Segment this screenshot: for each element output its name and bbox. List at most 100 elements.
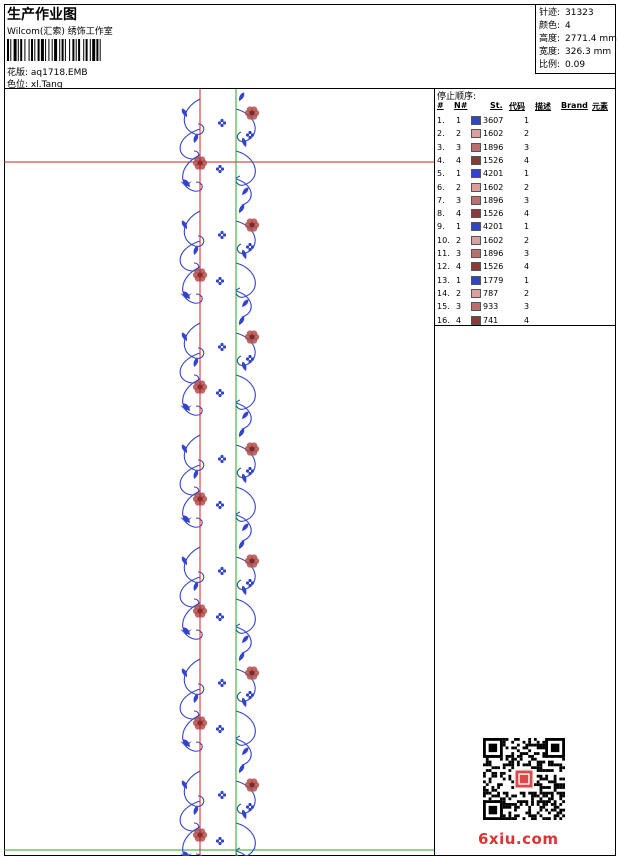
vine-scroll — [179, 658, 256, 766]
dot-cluster — [248, 247, 252, 252]
leaf-motif — [241, 585, 247, 595]
table-row: 9. 1 4201 1 — [435, 221, 616, 234]
row-index: 8. — [437, 209, 445, 219]
leaf-motif — [183, 403, 190, 411]
dot-cluster — [222, 345, 227, 349]
leaf-motif — [193, 245, 199, 255]
dot-cluster — [245, 245, 250, 249]
dot-cluster — [245, 581, 250, 585]
row-element: 1 — [524, 169, 530, 179]
leaf-motif — [193, 693, 199, 703]
design-label: 花版: — [7, 68, 29, 78]
dot-cluster — [215, 615, 220, 619]
row-needle: 4 — [456, 262, 462, 272]
leaf-motif — [181, 780, 188, 789]
row-index: 9. — [437, 222, 445, 232]
dot-cluster — [220, 615, 225, 619]
row-thread-code: 787 — [483, 288, 499, 298]
thread-color-swatch — [471, 169, 481, 179]
row-index: 15. — [437, 302, 450, 312]
dot-cluster — [220, 571, 224, 576]
stat-height: 高度: 2771.4 mm — [539, 34, 617, 44]
dot-cluster — [215, 279, 220, 283]
row-thread-code: 1526 — [483, 209, 504, 219]
row-thread-code: 1896 — [483, 195, 504, 205]
page-title: 生产作业图 — [7, 7, 77, 23]
row-element: 4 — [524, 262, 530, 272]
watermark-text: 6xiu.com — [478, 830, 559, 848]
table-row: 7. 3 1896 3 — [435, 195, 616, 208]
row-thread-code: 4201 — [483, 169, 504, 179]
row-needle: 1 — [456, 169, 462, 179]
leaf-motif — [181, 668, 188, 677]
row-needle: 3 — [456, 249, 462, 258]
row-needle: 4 — [456, 209, 462, 219]
leaf-motif — [241, 809, 247, 819]
tulip-motif — [180, 741, 192, 747]
thread-color-swatch — [471, 195, 481, 205]
row-index: 3. — [437, 142, 445, 152]
row-element: 2 — [524, 288, 530, 298]
leaf-motif — [181, 108, 188, 117]
dot-cluster — [215, 391, 220, 395]
row-index: 6. — [437, 182, 445, 192]
dot-cluster — [245, 133, 250, 137]
row-thread-code: 4201 — [483, 222, 504, 232]
dot-cluster — [215, 839, 220, 843]
dot-cluster — [218, 169, 222, 174]
row-element: 1 — [524, 222, 530, 232]
dot-cluster — [218, 393, 222, 398]
row-needle: 4 — [456, 315, 462, 325]
dot-cluster — [250, 133, 255, 137]
row-element: 4 — [524, 209, 530, 219]
dot-cluster — [222, 121, 227, 125]
header-left: 生产作业图 Wilcom(汇索) 绣饰工作室 花版: aq1718.EMB 色位… — [4, 4, 535, 90]
dot-cluster — [220, 839, 225, 843]
dot-cluster — [248, 135, 252, 140]
dot-cluster — [245, 693, 250, 697]
dot-cluster — [218, 500, 222, 505]
dot-cluster — [245, 357, 250, 361]
dot-cluster — [245, 805, 250, 809]
dot-cluster — [250, 469, 255, 473]
thread-color-swatch — [471, 288, 481, 298]
dot-cluster — [218, 164, 222, 169]
tulip-motif — [180, 293, 192, 299]
thread-color-swatch — [471, 302, 481, 312]
leaf-motif — [241, 249, 247, 259]
leaf-motif — [238, 652, 245, 661]
design-canvas — [4, 89, 435, 860]
thread-color-swatch — [471, 155, 481, 165]
dot-cluster — [220, 459, 224, 464]
dot-cluster — [220, 454, 224, 459]
dot-cluster — [218, 281, 222, 286]
row-index: 10. — [437, 235, 450, 245]
vine-scroll — [179, 434, 256, 542]
leaf-motif — [183, 179, 190, 187]
leaf-motif — [181, 332, 188, 341]
row-needle: 2 — [456, 288, 462, 298]
col-stitches: St. — [490, 101, 503, 110]
flower-motif — [244, 218, 260, 232]
dot-cluster — [217, 233, 222, 237]
dot-cluster — [217, 457, 222, 461]
leaf-motif — [183, 291, 190, 299]
dot-cluster — [218, 612, 222, 617]
row-thread-code: 1896 — [483, 142, 504, 152]
design-file-line: 花版: aq1718.EMB — [7, 65, 88, 78]
dot-cluster — [215, 503, 220, 507]
leaf-motif — [193, 133, 199, 143]
leaf-motif — [183, 739, 190, 747]
dot-cluster — [217, 345, 222, 349]
dot-cluster — [215, 167, 220, 171]
dot-cluster — [248, 471, 252, 476]
row-index: 5. — [437, 169, 445, 179]
dot-cluster — [250, 805, 255, 809]
row-needle: 1 — [456, 275, 462, 285]
table-row: 10. 2 1602 2 — [435, 235, 616, 248]
leaf-motif — [238, 204, 245, 213]
row-element: 1 — [524, 116, 530, 125]
dot-cluster — [250, 581, 255, 585]
thread-color-swatch — [471, 222, 481, 232]
leaf-motif — [242, 635, 249, 643]
